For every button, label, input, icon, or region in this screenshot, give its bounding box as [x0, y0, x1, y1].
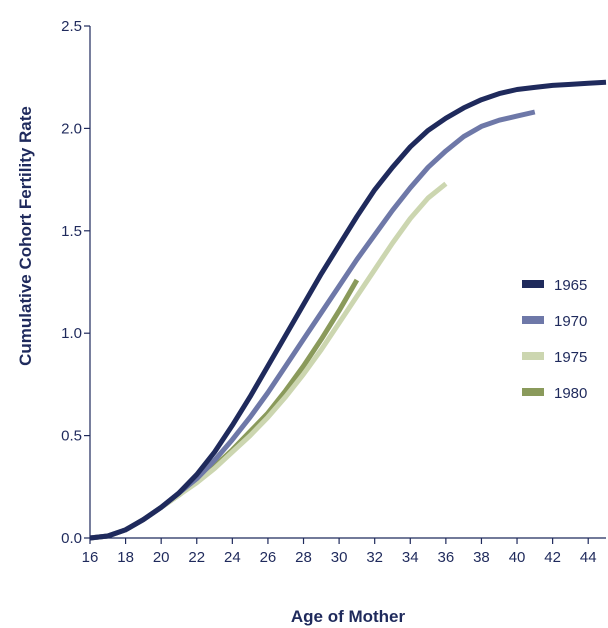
x-tick-label: 26 [260, 549, 277, 566]
y-ticks: 0.0 0.5 1.0 1.5 2.0 2.5 [61, 18, 90, 547]
series-line-1970 [89, 109, 536, 541]
legend-label-1970: 1970 [554, 313, 587, 330]
y-axis-title: Cumulative Cohort Fertility Rate [16, 106, 35, 366]
y-tick-label: 1.0 [61, 325, 82, 342]
legend-swatch-1980 [522, 388, 544, 396]
y-tick-label: 1.5 [61, 223, 82, 240]
y-tick-label: 2.0 [61, 120, 82, 137]
x-ticks: 16 18 20 22 24 26 28 30 32 34 36 38 40 42 44 [82, 538, 597, 566]
legend-label-1965: 1965 [554, 277, 587, 294]
x-tick-label: 16 [82, 549, 99, 566]
x-tick-label: 22 [188, 549, 205, 566]
legend-swatch-1965 [522, 280, 544, 288]
x-tick-label: 44 [580, 549, 597, 566]
x-tick-label: 30 [331, 549, 348, 566]
x-tick-label: 18 [117, 549, 134, 566]
x-tick-label: 38 [473, 549, 490, 566]
series-line-1965 [89, 79, 607, 541]
x-tick-label: 42 [544, 549, 561, 566]
legend-label-1975: 1975 [554, 349, 587, 366]
legend: 1965 1970 1975 1980 [522, 277, 587, 402]
axes [89, 26, 606, 539]
legend-label-1980: 1980 [554, 385, 587, 402]
legend-swatch-1975 [522, 352, 544, 360]
series-layer [89, 79, 607, 541]
series-line-1975 [89, 181, 448, 541]
y-tick-label: 0.5 [61, 428, 82, 445]
x-axis-title: Age of Mother [291, 607, 406, 626]
x-tick-label: 40 [509, 549, 526, 566]
x-tick-label: 36 [438, 549, 455, 566]
legend-swatch-1970 [522, 316, 544, 324]
y-tick-label: 0.0 [61, 530, 82, 547]
x-tick-label: 28 [295, 549, 312, 566]
x-tick-label: 32 [366, 549, 383, 566]
x-tick-label: 24 [224, 549, 241, 566]
y-tick-label: 2.5 [61, 18, 82, 35]
x-tick-label: 20 [153, 549, 170, 566]
x-tick-label: 34 [402, 549, 419, 566]
